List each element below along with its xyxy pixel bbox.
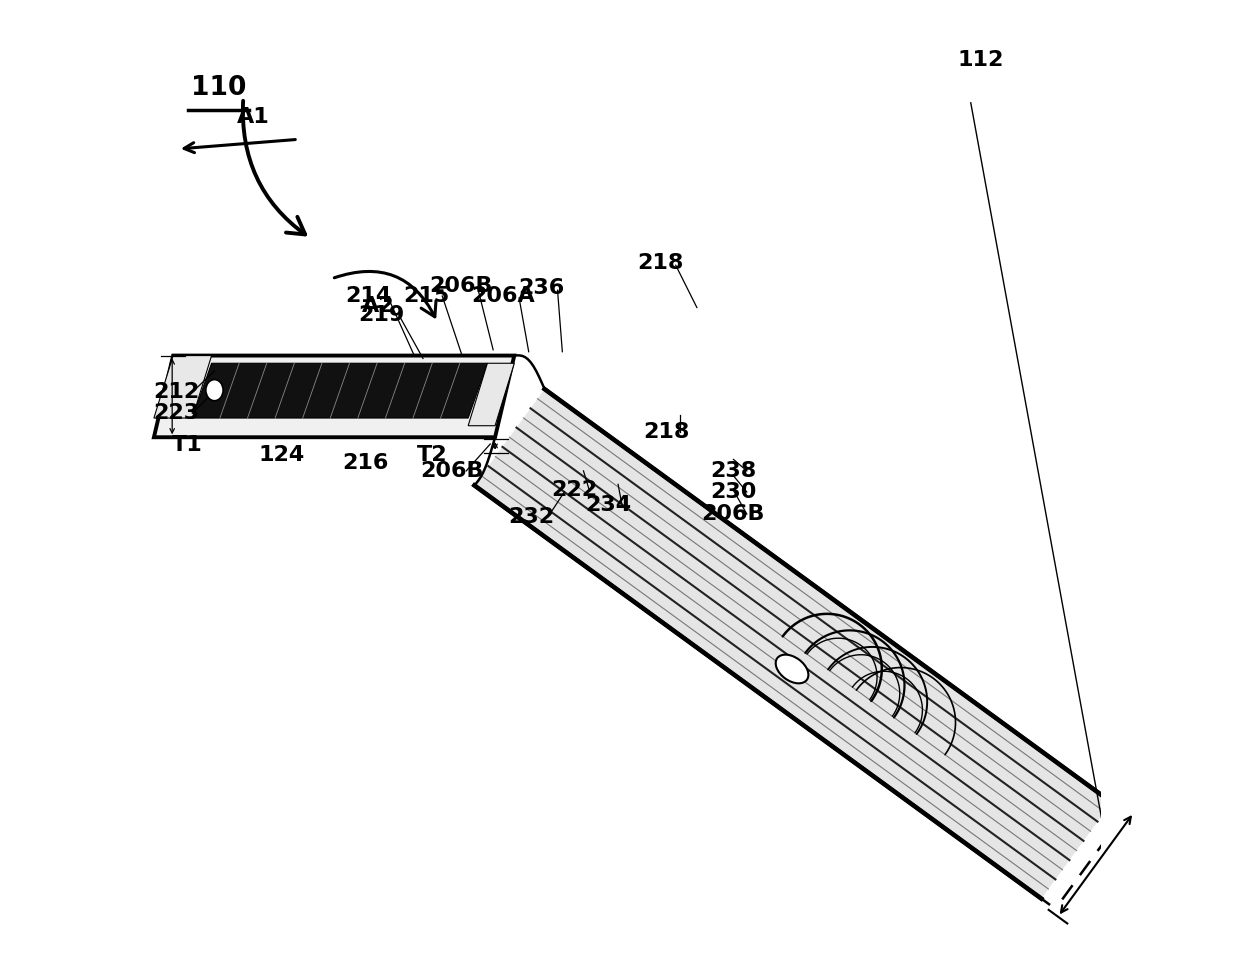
Text: A1: A1 <box>237 108 269 127</box>
Text: 232: 232 <box>508 507 554 527</box>
Text: 223: 223 <box>153 404 200 423</box>
Text: 206A: 206A <box>471 286 534 306</box>
Text: 212: 212 <box>153 382 200 402</box>
Text: 206B: 206B <box>702 505 765 524</box>
Text: 218: 218 <box>644 423 689 442</box>
Text: 112: 112 <box>957 50 1003 69</box>
Polygon shape <box>154 356 212 418</box>
Ellipse shape <box>206 380 223 401</box>
Text: 124: 124 <box>259 445 305 464</box>
Text: 218: 218 <box>637 254 683 273</box>
Text: T1: T1 <box>172 435 203 455</box>
Polygon shape <box>475 389 1111 899</box>
Text: 230: 230 <box>711 482 756 502</box>
Text: 222: 222 <box>551 480 596 500</box>
FancyArrowPatch shape <box>335 271 436 317</box>
Text: 216: 216 <box>342 454 388 473</box>
Text: 214: 214 <box>345 286 392 306</box>
FancyArrowPatch shape <box>243 101 305 234</box>
Text: A2: A2 <box>362 296 394 315</box>
Polygon shape <box>192 363 487 418</box>
Text: 206B: 206B <box>420 461 484 480</box>
Text: 236: 236 <box>518 279 564 298</box>
Text: 234: 234 <box>585 495 631 514</box>
Text: 215: 215 <box>403 286 449 306</box>
Polygon shape <box>469 363 515 426</box>
Text: 238: 238 <box>711 461 756 480</box>
Text: 110: 110 <box>191 75 246 102</box>
Text: 206B: 206B <box>430 277 494 296</box>
Text: T2: T2 <box>418 445 448 464</box>
Ellipse shape <box>776 654 808 683</box>
Text: 219: 219 <box>358 306 404 325</box>
Polygon shape <box>154 356 515 437</box>
